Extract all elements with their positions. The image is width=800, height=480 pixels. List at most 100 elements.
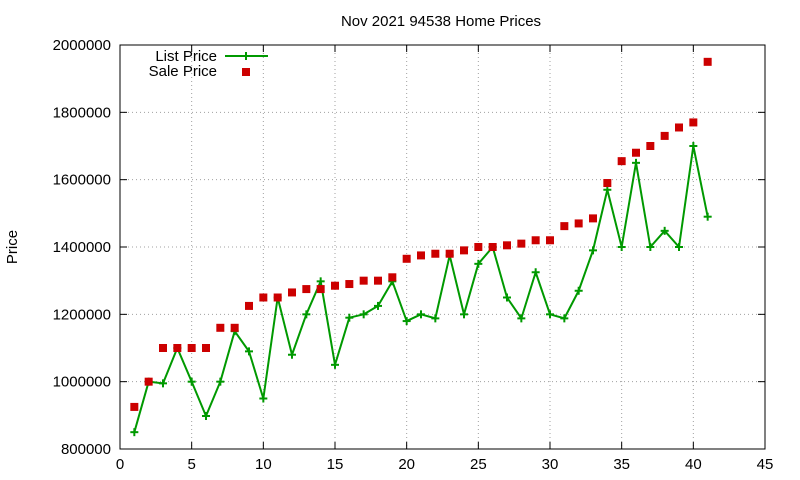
data-point-sale-price [159, 344, 167, 352]
data-point-sale-price [689, 118, 698, 127]
x-tick-label: 20 [398, 456, 415, 473]
x-tick-label: 30 [542, 456, 559, 473]
plot-frame [119, 44, 766, 450]
data-point-sale-price [202, 344, 210, 352]
data-point-sale-price [245, 301, 253, 310]
data-point-sale-price [230, 323, 239, 332]
data-point-list-price [202, 412, 210, 421]
data-point-sale-price [632, 148, 640, 157]
data-point-list-price [431, 314, 440, 323]
data-point-sale-price [331, 281, 339, 290]
data-point-list-price [474, 259, 483, 268]
data-point-sale-price [474, 243, 483, 251]
data-point-sale-price [503, 241, 511, 250]
x-tick-label: 40 [685, 456, 702, 473]
data-point-list-price [632, 158, 640, 167]
data-point-list-price [546, 310, 554, 319]
legend: List Price Sale Price [149, 48, 268, 80]
data-point-list-price [159, 379, 167, 388]
x-tick-label: 10 [255, 456, 272, 473]
y-tick-label: 800000 [61, 441, 111, 458]
data-point-list-price [288, 350, 296, 359]
data-point-list-price [359, 310, 368, 319]
legend-entry-list-price: List Price [155, 48, 217, 65]
data-point-sale-price [488, 243, 497, 251]
data-point-sale-price [589, 214, 597, 223]
data-point-list-price [660, 226, 669, 235]
data-point-list-price [331, 360, 339, 369]
legend-marker-list-price [242, 52, 250, 60]
data-point-list-price [689, 142, 698, 150]
data-point-sale-price [374, 276, 382, 285]
data-point-sale-price [388, 273, 397, 282]
axis-ticks: 800000 1000000 1200000 1400000 1600000 180000… [53, 37, 774, 473]
data-point-list-price [703, 212, 712, 221]
y-tick-label: 1000000 [53, 374, 111, 391]
y-tick-label: 1400000 [53, 239, 111, 256]
data-point-sale-price [531, 236, 540, 245]
data-point-list-price [302, 310, 311, 319]
data-point-sale-price [431, 249, 440, 258]
data-point-sale-price [517, 239, 526, 248]
data-point-sale-price [675, 123, 683, 132]
data-point-list-price [216, 377, 225, 386]
data-point-sale-price [560, 222, 569, 231]
data-point-sale-price [144, 377, 153, 386]
data-point-sale-price [603, 179, 612, 188]
data-point-list-price [574, 286, 583, 295]
x-tick-label: 5 [187, 456, 195, 473]
legend-marker-sale-price [242, 68, 250, 76]
data-point-sale-price [273, 293, 282, 302]
data-point-list-price [589, 246, 597, 255]
data-point-sale-price [316, 285, 325, 294]
data-point-sale-price [617, 157, 626, 166]
data-point-sale-price [460, 246, 468, 255]
y-axis-label: Price [4, 230, 21, 264]
data-point-sale-price [130, 402, 139, 411]
data-point-sale-price [345, 280, 354, 289]
y-tick-label: 1200000 [53, 306, 111, 323]
x-tick-label: 25 [470, 456, 487, 473]
data-point-sale-price [703, 57, 712, 66]
data-point-sale-price [187, 344, 196, 352]
data-point-list-price [460, 310, 468, 319]
x-tick-label: 45 [757, 456, 774, 473]
data-point-list-price [603, 185, 612, 194]
data-point-list-price [259, 394, 268, 403]
data-point-list-price [617, 243, 626, 251]
y-tick-label: 1800000 [53, 104, 111, 121]
data-point-list-price [531, 268, 540, 277]
legend-swatch-list-price [225, 52, 268, 60]
data-point-sale-price [173, 344, 182, 352]
data-point-sale-price [402, 254, 411, 263]
data-point-list-price [345, 313, 354, 322]
series [130, 57, 712, 437]
data-point-list-price [503, 293, 511, 302]
data-point-list-price [130, 428, 139, 437]
data-point-sale-price [546, 236, 554, 245]
data-point-sale-price [646, 142, 655, 150]
data-point-list-price [374, 301, 382, 310]
data-point-list-price [646, 243, 655, 251]
legend-swatch-sale-price [242, 68, 250, 76]
data-point-sale-price [288, 288, 296, 297]
data-point-list-price [402, 317, 411, 326]
data-point-sale-price [359, 276, 368, 285]
x-tick-label: 0 [116, 456, 124, 473]
data-point-list-price [560, 314, 569, 323]
data-point-list-price [417, 310, 425, 319]
data-point-sale-price [259, 293, 268, 302]
y-tick-label: 2000000 [53, 37, 111, 54]
data-point-list-price [245, 347, 253, 356]
legend-entry-sale-price: Sale Price [149, 63, 217, 80]
x-tick-label: 15 [327, 456, 344, 473]
data-point-sale-price [660, 131, 669, 140]
chart-title: Nov 2021 94538 Home Prices [341, 13, 541, 30]
data-point-sale-price [302, 285, 311, 294]
y-tick-label: 1600000 [53, 172, 111, 189]
data-point-sale-price [445, 249, 454, 258]
data-point-list-price [517, 314, 526, 323]
data-point-list-price [187, 377, 196, 386]
data-point-sale-price [417, 251, 425, 260]
